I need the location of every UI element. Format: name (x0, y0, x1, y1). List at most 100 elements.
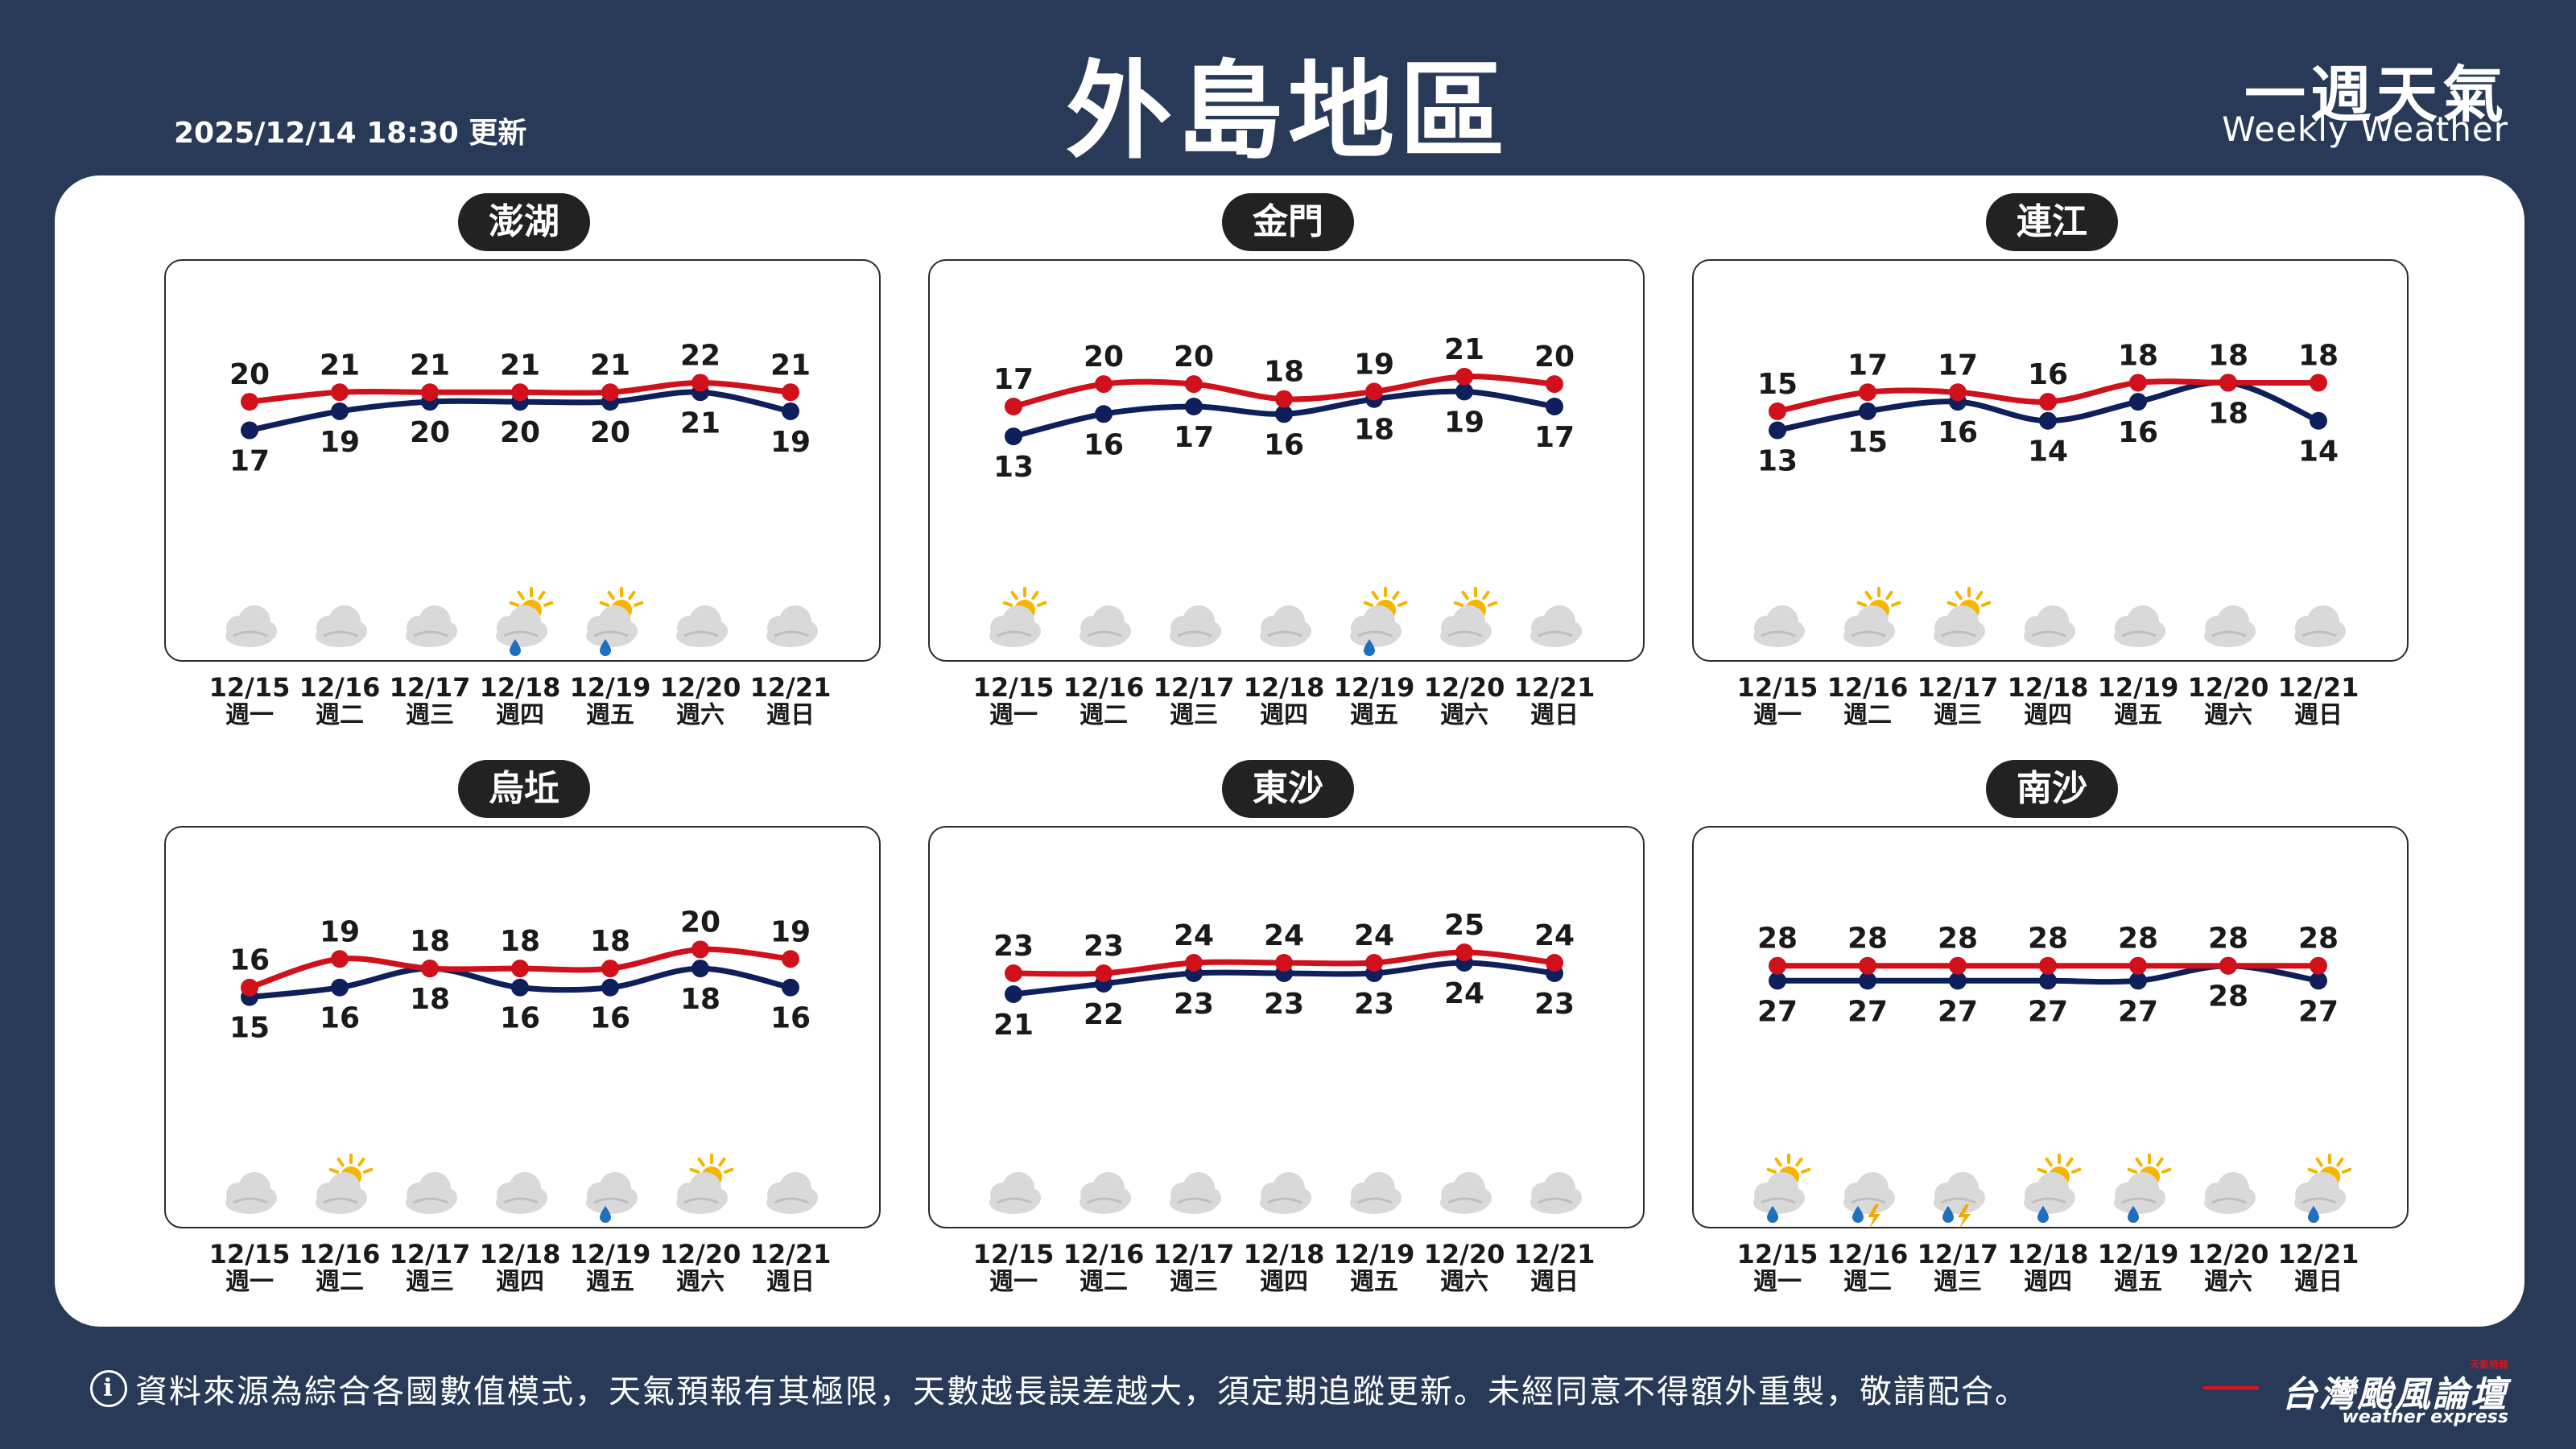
date-label: 12/21 (749, 672, 832, 703)
low-temp-label: 27 (1757, 995, 1798, 1028)
low-temp-point (331, 978, 349, 997)
high-temp-point (2219, 956, 2237, 975)
partly-cloudy-rain-icon (496, 587, 554, 656)
day-tick: 12/20 週六 (652, 673, 749, 729)
date-label: 12/15 (972, 672, 1055, 703)
high-temp-point (2310, 956, 2327, 975)
day-tick: 12/18 週四 (1236, 673, 1332, 729)
day-tick: 12/15 週一 (965, 1240, 1062, 1296)
high-temp-point (1275, 390, 1293, 408)
low-temp-label: 20 (410, 416, 450, 449)
cloudy-icon (1530, 1172, 1582, 1214)
cloudy-icon (225, 605, 277, 647)
cloud-shape (766, 605, 818, 647)
high-temp-point (691, 374, 709, 392)
day-tick: 12/18 週四 (472, 1240, 568, 1296)
high-temp-label: 20 (680, 906, 720, 939)
high-temp-point (331, 383, 349, 402)
low-temp-point (1769, 972, 1786, 990)
high-temp-label: 18 (410, 925, 450, 958)
low-temp-point (2310, 411, 2327, 430)
partly-cloudy-icon (1843, 587, 1901, 647)
day-tick: 12/21 週日 (1506, 673, 1603, 729)
high-temp-label: 18 (2118, 339, 2158, 372)
cloud-shape (225, 1172, 277, 1214)
high-temp-label: 23 (993, 930, 1034, 963)
cloud-shape (989, 605, 1041, 647)
low-temp-label: 16 (320, 1002, 360, 1035)
day-tick: 12/17 週三 (382, 1240, 478, 1296)
temperature-chart: 17 19 20 20 20 21 19 20 21 21 21 21 22 21 (225, 339, 818, 656)
cloud-shape (1934, 605, 1985, 647)
day-tick: 12/17 週三 (1146, 673, 1242, 729)
high-temp-point (511, 383, 529, 402)
day-tick: 12/20 週六 (652, 1240, 749, 1296)
cloud-shape (1843, 605, 1895, 647)
high-temp-label: 18 (2208, 339, 2248, 372)
weekday-label: 週二 (1843, 701, 1892, 729)
high-temp-label: 16 (2028, 358, 2068, 391)
low-temp-label: 16 (500, 1002, 540, 1035)
page-title: 外島地區 (1066, 50, 1510, 174)
high-temp-label: 21 (1444, 333, 1484, 366)
high-temp-point (1185, 954, 1203, 972)
cloudy-icon (1350, 1172, 1402, 1214)
partly-cloudy-icon (316, 1154, 374, 1214)
low-temp-label: 23 (1264, 988, 1304, 1021)
high-temp-label: 28 (1847, 923, 1888, 956)
weekday-label: 週日 (766, 1268, 815, 1296)
high-temp-label: 19 (1354, 348, 1394, 381)
day-tick: 12/21 週日 (742, 673, 839, 729)
weekday-label: 週六 (676, 1268, 724, 1296)
weekday-label: 週一 (1753, 701, 1802, 729)
high-temp-label: 17 (1847, 349, 1888, 382)
date-label: 12/15 (972, 1239, 1055, 1269)
low-temp-label: 14 (2298, 436, 2339, 469)
date-label: 12/20 (659, 1239, 741, 1269)
panel-penghu: 澎湖 17 19 20 20 20 21 19 20 21 21 21 21 22 21 12/15 週一 12/… (164, 193, 881, 729)
cloud-shape (2024, 605, 2075, 647)
high-temp-label: 18 (590, 925, 630, 958)
temperature-chart: 13 15 16 14 16 18 14 15 17 17 16 18 18 18 (1753, 339, 2346, 647)
low-temp-point (1949, 972, 1967, 990)
cloud-shape (1170, 1172, 1221, 1214)
date-label: 12/19 (2097, 1239, 2179, 1269)
weekday-label: 週六 (2204, 701, 2252, 729)
high-temp-point (2039, 956, 2057, 975)
weekday-label: 週三 (1170, 701, 1218, 729)
high-temp-label: 23 (1084, 930, 1124, 963)
cloud-shape (2204, 605, 2256, 647)
low-temp-label: 20 (500, 416, 540, 449)
date-label: 12/17 (389, 672, 471, 703)
date-label: 12/17 (1917, 672, 1999, 703)
date-label: 12/21 (2277, 1239, 2359, 1269)
high-temp-point (1095, 375, 1113, 394)
cloud-shape (989, 1172, 1041, 1214)
low-temp-point (2129, 972, 2147, 990)
day-tick: 12/15 週一 (965, 673, 1062, 729)
date-label: 12/17 (389, 1239, 471, 1269)
weekday-label: 週三 (406, 1268, 454, 1296)
date-label: 12/15 (1736, 1239, 1818, 1269)
location-label: 南沙 (1986, 760, 2118, 818)
low-temp-label: 27 (2028, 995, 2068, 1028)
cloud-shape (316, 1172, 367, 1214)
date-label: 12/16 (1827, 672, 1909, 703)
date-label: 12/15 (1736, 672, 1818, 703)
weekday-label: 週四 (496, 701, 544, 729)
low-temp-label: 27 (1847, 995, 1888, 1028)
day-tick: 12/16 週二 (1055, 1240, 1152, 1296)
high-temp-point (1546, 954, 1563, 972)
cloud-shape (1170, 605, 1221, 647)
low-temp-label: 27 (2298, 995, 2339, 1028)
day-tick: 12/19 週五 (1326, 673, 1422, 729)
cloud-shape (1934, 1172, 1985, 1214)
cloud-shape (1350, 605, 1402, 647)
low-temp-point (1455, 382, 1473, 401)
cloud-shape (2294, 1172, 2346, 1214)
high-temp-label: 28 (2028, 923, 2068, 956)
low-temp-point (2310, 972, 2327, 990)
date-label: 12/18 (479, 672, 561, 703)
weekday-label: 週二 (316, 1268, 364, 1296)
high-temp-label: 15 (1757, 368, 1798, 401)
